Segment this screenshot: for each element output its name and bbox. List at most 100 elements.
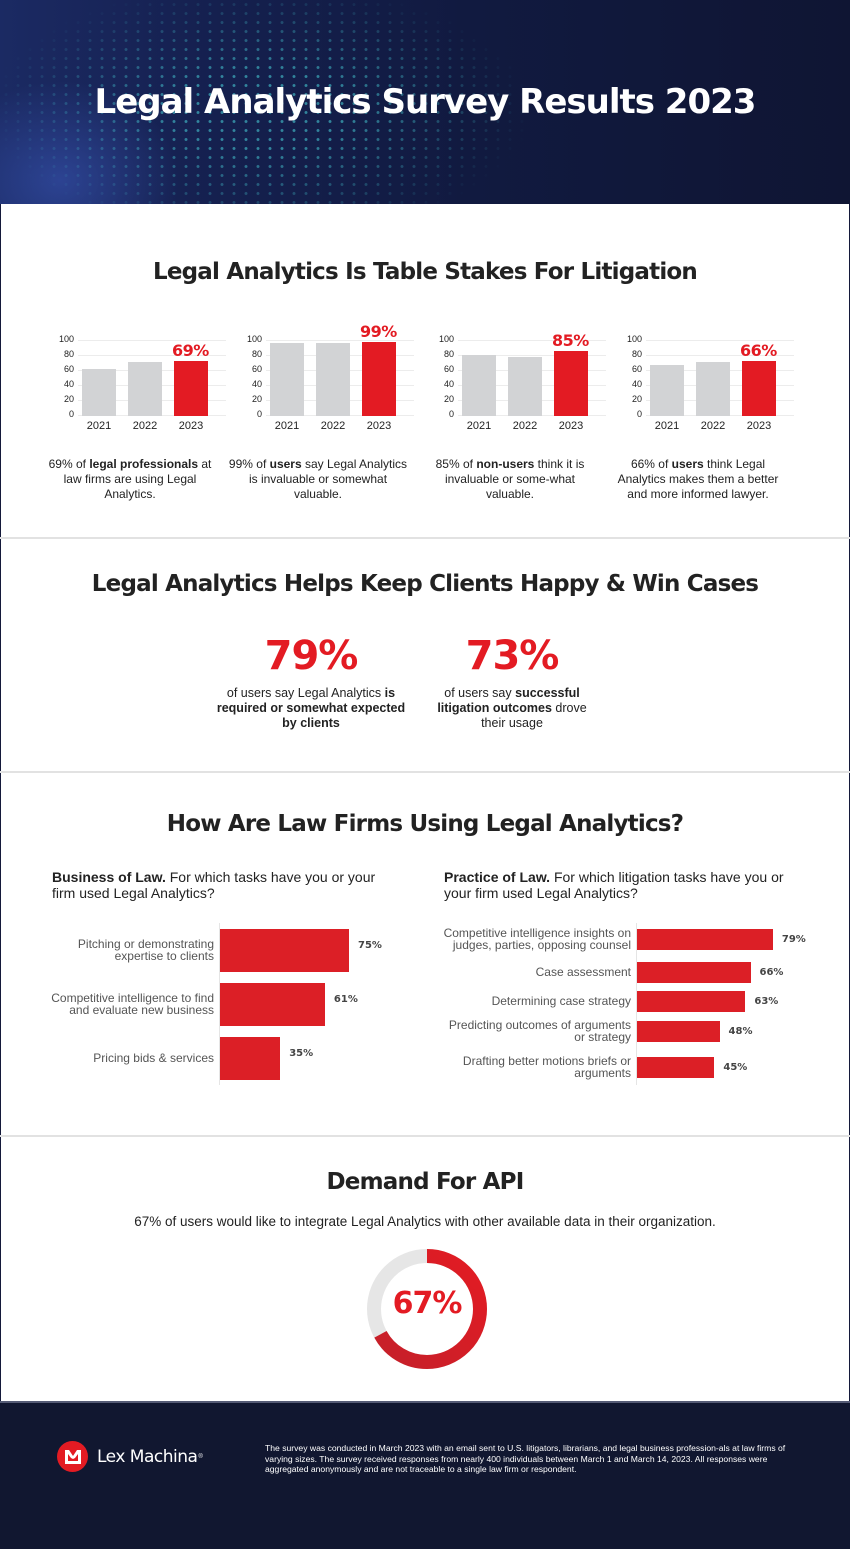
bar bbox=[220, 1037, 281, 1080]
y-axis-tick: 0 bbox=[448, 409, 454, 419]
stat-value: 79% bbox=[264, 633, 359, 679]
hero-dot-pattern bbox=[0, 0, 850, 204]
y-axis-tick: 80 bbox=[631, 349, 642, 359]
gridline bbox=[78, 355, 226, 356]
api-donut-chart bbox=[367, 1249, 487, 1369]
y-axis-tick: 100 bbox=[58, 334, 74, 344]
y-axis-tick: 40 bbox=[443, 379, 454, 389]
plot-area bbox=[78, 340, 226, 416]
survey-methodology-note: The survey was conducted in March 2023 w… bbox=[265, 1443, 786, 1474]
bar-label: Competitive intelligence insights on jud… bbox=[443, 925, 631, 952]
section-divider bbox=[0, 537, 850, 539]
highlight-value: 85% bbox=[552, 330, 589, 350]
brand-name: Lex Machina bbox=[97, 1446, 198, 1467]
y-axis-tick: 100 bbox=[246, 334, 262, 344]
y-axis-tick: 20 bbox=[443, 394, 454, 404]
x-axis-label: 2023 bbox=[746, 420, 772, 432]
y-axis-tick: 60 bbox=[631, 364, 642, 374]
bar-label: Predicting outcomes of arguments or stra… bbox=[448, 1017, 631, 1044]
bar-value: 35% bbox=[289, 1048, 314, 1059]
x-axis-label: 2021 bbox=[466, 420, 492, 432]
bar bbox=[220, 983, 325, 1026]
x-axis-label: 2021 bbox=[654, 420, 680, 432]
bar-value: 79% bbox=[781, 934, 806, 945]
donut-value: 67% bbox=[392, 1286, 463, 1321]
lm-monogram-icon bbox=[57, 1441, 88, 1472]
bar-value: 61% bbox=[333, 994, 358, 1005]
section-title-api: Demand For API bbox=[326, 1169, 525, 1195]
bar-2022 bbox=[696, 362, 730, 416]
stat-text: of users say successful litigation outco… bbox=[437, 686, 587, 730]
chart-caption: 85% of non-users think it is invaluable … bbox=[435, 457, 585, 501]
x-axis-label: 2023 bbox=[558, 420, 584, 432]
x-axis-label: 2022 bbox=[132, 420, 158, 432]
bar-2022 bbox=[128, 362, 162, 416]
section-title-clients: Legal Analytics Helps Keep Clients Happy… bbox=[91, 571, 759, 597]
y-axis-tick: 40 bbox=[631, 379, 642, 389]
gridline bbox=[458, 355, 606, 356]
y-axis-tick: 80 bbox=[443, 349, 454, 359]
mini-bar-chart: 100 80 60 40 20 0 2021 2022 2023 85% bbox=[428, 322, 606, 522]
bar-2021 bbox=[82, 368, 116, 416]
bar-value: 63% bbox=[754, 996, 779, 1007]
gridline bbox=[646, 355, 794, 356]
mini-bar-chart: 100 80 60 40 20 0 2021 2022 2023 99% bbox=[236, 321, 414, 522]
mini-bar-chart: 100 80 60 40 20 0 2021 2022 2023 69% bbox=[48, 322, 226, 522]
bar-2023 bbox=[742, 361, 776, 416]
x-axis-label: 2022 bbox=[320, 420, 346, 432]
bar-value: 45% bbox=[723, 1062, 748, 1073]
highlight-value: 69% bbox=[172, 341, 209, 361]
x-axis-label: 2023 bbox=[178, 420, 204, 432]
chart-caption: 69% of legal professionals at law firms … bbox=[48, 457, 212, 501]
stat-value: 73% bbox=[465, 633, 560, 679]
y-axis-tick: 40 bbox=[251, 379, 262, 389]
bar bbox=[637, 929, 773, 950]
highlight-value: 99% bbox=[360, 321, 397, 341]
plot-area bbox=[458, 340, 606, 416]
bar bbox=[220, 929, 349, 972]
bar-2021 bbox=[650, 365, 684, 416]
section-title-usage: How Are Law Firms Using Legal Analytics? bbox=[166, 811, 684, 837]
gridline bbox=[646, 340, 794, 341]
bar-2021 bbox=[270, 343, 304, 416]
practice-of-law-question: Practice of Law. For which litigation ta… bbox=[444, 869, 784, 901]
page-title: Legal Analytics Survey Results 2023 bbox=[94, 82, 757, 122]
plot-area bbox=[266, 340, 414, 416]
y-axis-tick: 0 bbox=[256, 409, 262, 419]
y-axis-tick: 20 bbox=[251, 394, 262, 404]
y-axis-tick: 100 bbox=[626, 334, 642, 344]
bar-label: Pricing bids & services bbox=[93, 1051, 214, 1065]
x-axis-label: 2022 bbox=[700, 420, 726, 432]
x-axis-label: 2022 bbox=[512, 420, 538, 432]
bar-2023 bbox=[174, 361, 208, 416]
bar bbox=[637, 991, 746, 1012]
highlight-value: 66% bbox=[740, 341, 777, 361]
bar-label: Drafting better motions briefs or argume… bbox=[462, 1053, 631, 1080]
chart-caption: 99% of users say Legal Analytics is inva… bbox=[228, 457, 408, 501]
gridline bbox=[266, 340, 414, 341]
gridline bbox=[78, 340, 226, 341]
x-axis-label: 2021 bbox=[274, 420, 300, 432]
api-description: 67% of users would like to integrate Leg… bbox=[134, 1214, 716, 1229]
y-axis-tick: 20 bbox=[631, 394, 642, 404]
bar-2021 bbox=[462, 355, 496, 416]
y-axis-tick: 60 bbox=[251, 364, 262, 374]
bar bbox=[637, 962, 751, 983]
bar-value: 75% bbox=[358, 940, 382, 951]
y-axis-tick: 40 bbox=[63, 379, 74, 389]
practice-chart-axis bbox=[636, 923, 637, 1085]
bar-label: Determining case strategy bbox=[491, 994, 631, 1008]
plot-area bbox=[646, 340, 794, 416]
x-axis-label: 2021 bbox=[86, 420, 112, 432]
x-axis-label: 2023 bbox=[366, 420, 392, 432]
gridline bbox=[458, 340, 606, 341]
stat-text: of users say Legal Analytics is required… bbox=[216, 686, 406, 730]
business-of-law-question: Business of Law. For which tasks have yo… bbox=[52, 869, 376, 901]
bar-value: 48% bbox=[728, 1026, 753, 1037]
registered-mark: ® bbox=[198, 1453, 203, 1460]
lex-machina-logo[interactable]: Lex Machina ® bbox=[57, 1441, 203, 1472]
bar-2022 bbox=[316, 343, 350, 416]
bar bbox=[637, 1057, 715, 1078]
stat-required-by-clients: 79% of users say Legal Analytics is requ… bbox=[211, 632, 411, 731]
y-axis-tick: 20 bbox=[63, 394, 74, 404]
